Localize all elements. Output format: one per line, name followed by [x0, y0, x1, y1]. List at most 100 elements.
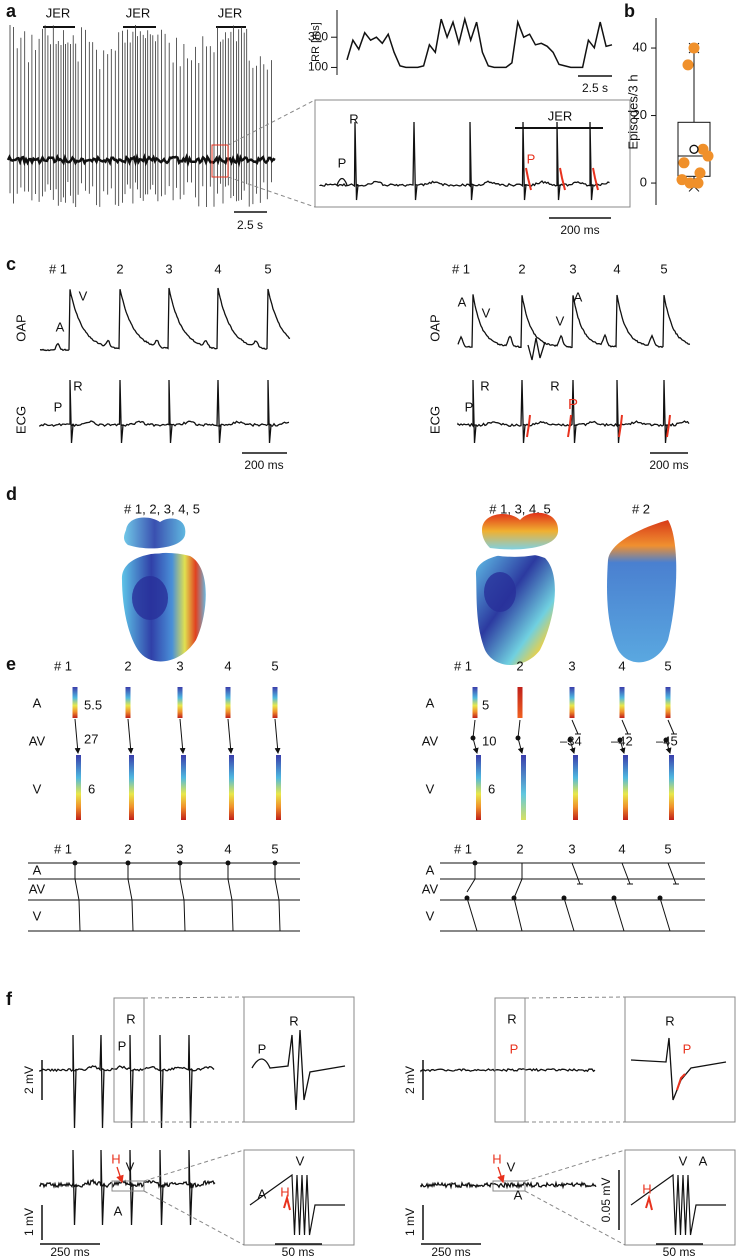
jer-label: JER — [46, 5, 71, 20]
label: –34 — [560, 733, 582, 748]
conduction-arrow — [665, 739, 672, 754]
panel-letter: f — [6, 989, 13, 1009]
a-map — [225, 687, 231, 718]
label: 250 ms — [431, 1245, 470, 1259]
beat-label: 2 — [124, 658, 131, 673]
label: 10 — [482, 733, 496, 748]
ecg-trace — [420, 1067, 596, 1073]
row-label: V — [426, 908, 435, 923]
label: 200 ms — [649, 458, 688, 472]
row-label: AV — [422, 733, 439, 748]
inset-box — [243, 996, 355, 1123]
a-map — [619, 687, 625, 718]
zoom-box — [113, 997, 145, 1123]
label: R — [289, 1013, 298, 1028]
label: P — [258, 1041, 267, 1056]
row-label: OAP — [13, 314, 28, 341]
atrium — [482, 512, 559, 550]
inset-box — [243, 1149, 355, 1246]
label: P — [465, 399, 474, 414]
label: P — [118, 1038, 127, 1053]
rr-line — [346, 16, 613, 69]
ladder-path — [227, 863, 234, 932]
ladder-path — [466, 863, 476, 893]
beat-label: 5 — [264, 261, 271, 276]
map-title: # 2 — [632, 501, 650, 516]
zoom-line — [143, 996, 245, 999]
point — [682, 59, 694, 71]
av-gap — [483, 546, 557, 557]
mean — [689, 144, 699, 154]
label: A — [514, 1187, 523, 1202]
label: A — [699, 1153, 708, 1168]
label: 200 ms — [560, 223, 599, 237]
y-tick-label: 0 — [640, 174, 647, 189]
ladder-path — [274, 863, 281, 932]
oap-trace — [457, 294, 691, 349]
oap-trace — [39, 287, 291, 352]
conduction-line — [621, 719, 629, 735]
ladder-path — [613, 862, 633, 932]
label: 27 — [84, 731, 98, 746]
panel-letter: e — [6, 654, 16, 674]
beat-label: 4 — [613, 261, 620, 276]
map-title: # 1, 2, 3, 4, 5 — [124, 501, 200, 516]
label: A — [574, 289, 583, 304]
beat-label: # 1 — [49, 261, 67, 276]
label: V — [556, 313, 565, 328]
label: 50 ms — [282, 1245, 315, 1259]
ecg-spikes — [9, 25, 272, 207]
label: 1 mV — [403, 1208, 417, 1236]
electrogram-inset — [249, 1173, 345, 1236]
ecg-trace — [457, 379, 690, 444]
label: 6 — [88, 781, 95, 796]
ladder-path — [563, 862, 583, 932]
beat-label: # 1 — [54, 658, 72, 673]
beat-label: 5 — [271, 658, 278, 673]
a-map — [125, 687, 131, 718]
p-wave-red — [567, 414, 572, 438]
v-map — [669, 755, 674, 820]
row-label: A — [426, 695, 435, 710]
row-label: A — [33, 695, 42, 710]
label: A — [114, 1203, 123, 1218]
label: A — [56, 319, 65, 334]
label: 6 — [488, 781, 495, 796]
y-tick-label: 20 — [633, 107, 647, 122]
ladder-path — [513, 863, 523, 932]
v-map — [129, 755, 134, 820]
label: A — [458, 294, 467, 309]
h-arrow — [116, 1166, 124, 1184]
label: V — [679, 1153, 688, 1168]
label: 2.5 s — [237, 218, 263, 232]
conduction-line — [517, 719, 521, 739]
v-map — [573, 755, 578, 820]
ventricle — [607, 520, 677, 663]
ecg-trace — [39, 1034, 215, 1129]
label: 5.5 — [84, 697, 102, 712]
a-map — [517, 687, 523, 718]
row-label: ECG — [13, 406, 28, 434]
zoom-box — [494, 997, 526, 1123]
conduction-arrow — [227, 718, 234, 754]
label: 1 mV — [22, 1208, 36, 1236]
label: V — [482, 305, 491, 320]
v-map — [623, 755, 628, 820]
label: P — [54, 399, 63, 414]
row-label: ECG — [427, 406, 442, 434]
y-tick-label: 100 — [308, 60, 328, 74]
map-blob — [132, 576, 168, 620]
oap-distortion — [527, 337, 546, 361]
beat-label: 2 — [116, 261, 123, 276]
row-label: AV — [422, 881, 439, 896]
beat-label: # 1 — [454, 658, 472, 673]
beat-label: 5 — [664, 658, 671, 673]
label: 200 ms — [244, 458, 283, 472]
label: H — [111, 1151, 120, 1166]
label: R — [349, 111, 358, 126]
label: P — [338, 155, 347, 170]
label: –42 — [611, 733, 633, 748]
ecg-baseline — [6, 152, 276, 168]
ladder-path — [466, 897, 478, 932]
